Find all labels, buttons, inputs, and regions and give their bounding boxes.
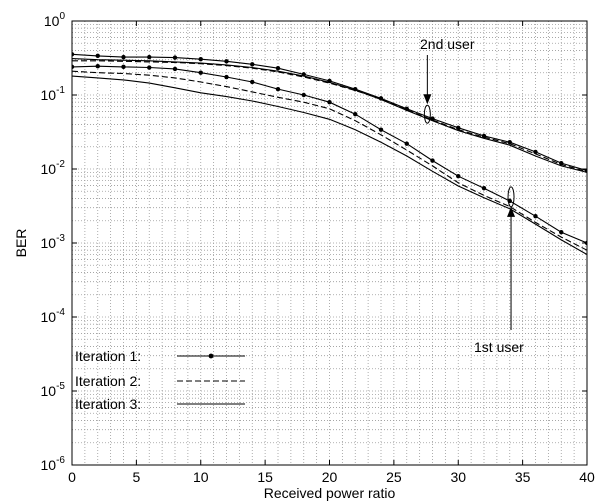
x-tick-label: 15 xyxy=(257,469,273,485)
series-point xyxy=(507,140,512,145)
y-tick-label: 10-4 xyxy=(41,307,66,325)
series-point xyxy=(147,65,152,70)
x-tick-label: 35 xyxy=(515,469,531,485)
series-point xyxy=(250,79,255,85)
series-point xyxy=(172,66,178,72)
series-point xyxy=(250,62,255,67)
legend-label-iteration-2: Iteration 2: xyxy=(75,373,141,389)
ellipse-marker-1st-user xyxy=(507,186,515,208)
y-tick-label: 10-6 xyxy=(41,455,66,473)
series-point xyxy=(198,56,203,62)
x-tick-label: 25 xyxy=(386,469,402,485)
x-tick-label: 0 xyxy=(68,469,76,485)
series-point xyxy=(378,127,384,132)
series-point xyxy=(456,173,461,179)
series-line-2nd-user-iter-2 xyxy=(72,60,587,173)
grid xyxy=(72,21,587,465)
series-point xyxy=(172,55,178,60)
ellipse-marker-2nd-user xyxy=(423,104,431,124)
series-point xyxy=(72,64,75,70)
x-axis-label: Received power ratio xyxy=(264,485,396,501)
series-point xyxy=(430,158,435,163)
legend-label-iteration-1: Iteration 1: xyxy=(75,348,141,364)
series-point xyxy=(533,214,538,219)
tick-layer: 0 5 10 15 20 25 30 35 40 10-6 10-5 10-4 10-3 10-2 10-1… xyxy=(41,11,595,485)
series-point xyxy=(275,66,281,71)
series-point xyxy=(404,141,409,146)
series-point xyxy=(353,112,358,117)
series-point xyxy=(95,53,100,59)
series-point xyxy=(121,54,126,60)
series-point xyxy=(72,52,75,57)
x-tick-label: 40 xyxy=(579,469,595,485)
series-point xyxy=(456,125,461,131)
series-point xyxy=(275,86,281,92)
series-point xyxy=(147,54,152,60)
series-point xyxy=(327,99,332,105)
x-tick-label: 20 xyxy=(322,469,338,485)
series-line-1st-user-iter-2 xyxy=(72,70,587,251)
series-line-2nd-user-iter-3 xyxy=(72,58,587,173)
legend: Iteration 1: Iteration 2: Iteration 3: xyxy=(75,348,245,412)
y-tick-label: 10-5 xyxy=(41,381,66,399)
series-point xyxy=(121,64,126,70)
annotation-layer: 2nd user 1st user xyxy=(420,36,524,355)
series-point xyxy=(301,92,306,98)
annotation-1st-user: 1st user xyxy=(474,339,524,355)
series-point xyxy=(95,64,100,69)
series-point xyxy=(198,70,203,75)
arrow-head-2nd-user xyxy=(423,94,432,105)
x-tick-label: 10 xyxy=(193,469,209,485)
legend-label-iteration-3: Iteration 3: xyxy=(75,396,141,412)
annotation-2nd-user: 2nd user xyxy=(420,36,475,52)
y-tick-label: 10-3 xyxy=(41,233,66,251)
legend-marker-iteration-1 xyxy=(208,353,214,359)
y-axis-label: BER xyxy=(13,229,29,258)
series-line-1st-user-iter-3 xyxy=(72,75,587,255)
y-tick-label: 100 xyxy=(44,11,66,29)
series-point xyxy=(224,74,229,80)
y-tick-label: 10-1 xyxy=(41,85,66,103)
series-point xyxy=(533,149,538,155)
x-tick-label: 30 xyxy=(450,469,466,485)
series-point xyxy=(481,186,487,191)
y-tick-label: 10-2 xyxy=(41,159,66,177)
series-point xyxy=(559,229,564,235)
series-layer xyxy=(72,52,587,255)
arrow-head-1st-user xyxy=(507,206,516,217)
series-point xyxy=(224,59,229,64)
x-tick-label: 5 xyxy=(132,469,140,485)
